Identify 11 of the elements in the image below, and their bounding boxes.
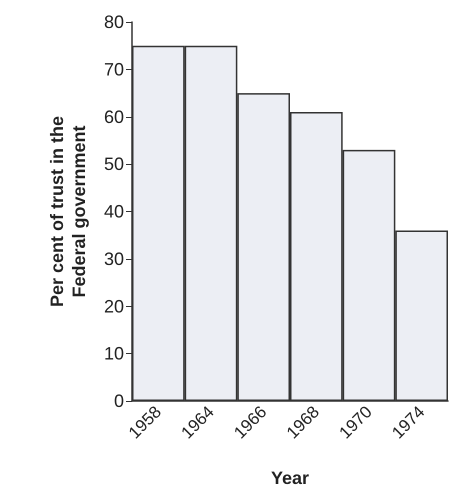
y-tick-label: 20 — [104, 296, 124, 316]
y-tick-label: 60 — [104, 106, 124, 127]
y-tick-label: 40 — [104, 202, 124, 222]
y-tick-label: 10 — [104, 344, 124, 364]
y-tick-label: 30 — [104, 248, 124, 269]
x-axis-title: Year — [270, 468, 310, 488]
y-axis-title: Per cent of trust in the Federal government — [47, 116, 89, 308]
y-tick-label: 80 — [104, 12, 124, 32]
y-tick-label: 70 — [104, 59, 124, 80]
y-tick-label: 0 — [114, 391, 124, 411]
y-tick-label: 50 — [104, 154, 124, 174]
